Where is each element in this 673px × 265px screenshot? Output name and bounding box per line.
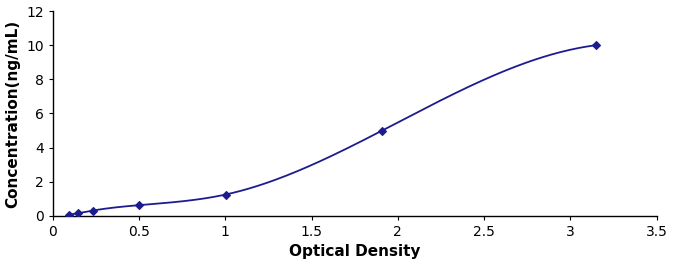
- X-axis label: Optical Density: Optical Density: [289, 244, 421, 259]
- Y-axis label: Concentration(ng/mL): Concentration(ng/mL): [5, 19, 21, 207]
